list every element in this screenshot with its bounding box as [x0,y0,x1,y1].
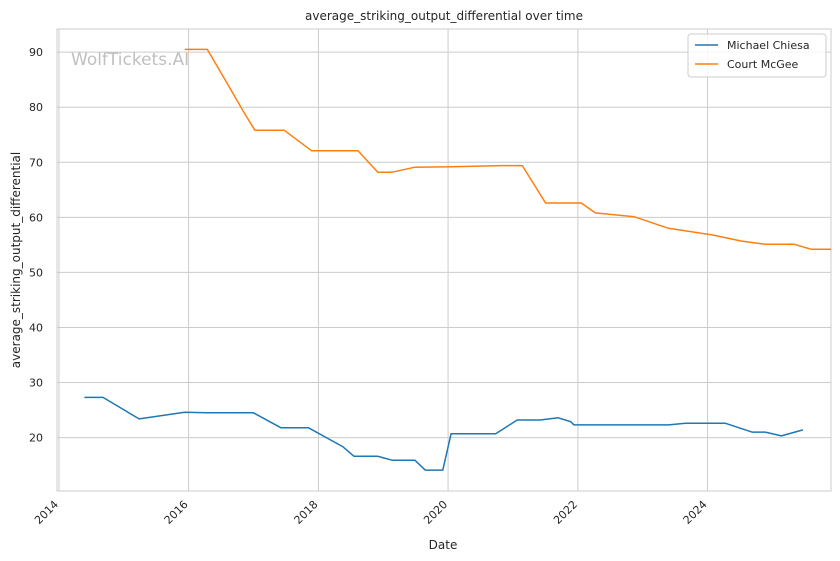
y-axis-ticks: 20 30 40 50 60 70 80 90 [29,46,43,444]
chart-title: average_striking_output_differential ove… [305,9,583,23]
series-line-1 [184,48,831,251]
y-tick-label-70: 70 [29,156,43,169]
series-layer [84,48,831,471]
watermark: WolfTickets.AI [71,50,189,70]
plot-frame [56,28,832,492]
y-tick-label-40: 40 [29,321,43,334]
y-tick-label-50: 50 [29,266,43,279]
y-tick-label-30: 30 [29,377,43,390]
y-tick-label-60: 60 [29,211,43,224]
y-axis-label: average_striking_output_differential [9,152,23,368]
series-line-0 [84,396,804,471]
legend-label-0: Michael Chiesa [727,39,810,52]
x-axis-label: Date [429,538,458,552]
y-tick-label-80: 80 [29,101,43,114]
legend-box [687,33,827,78]
legend: Michael Chiesa Court McGee [687,33,827,78]
y-tick-label-90: 90 [29,46,43,59]
y-tick-label-20: 20 [29,432,43,445]
legend-label-1: Court McGee [727,58,799,71]
